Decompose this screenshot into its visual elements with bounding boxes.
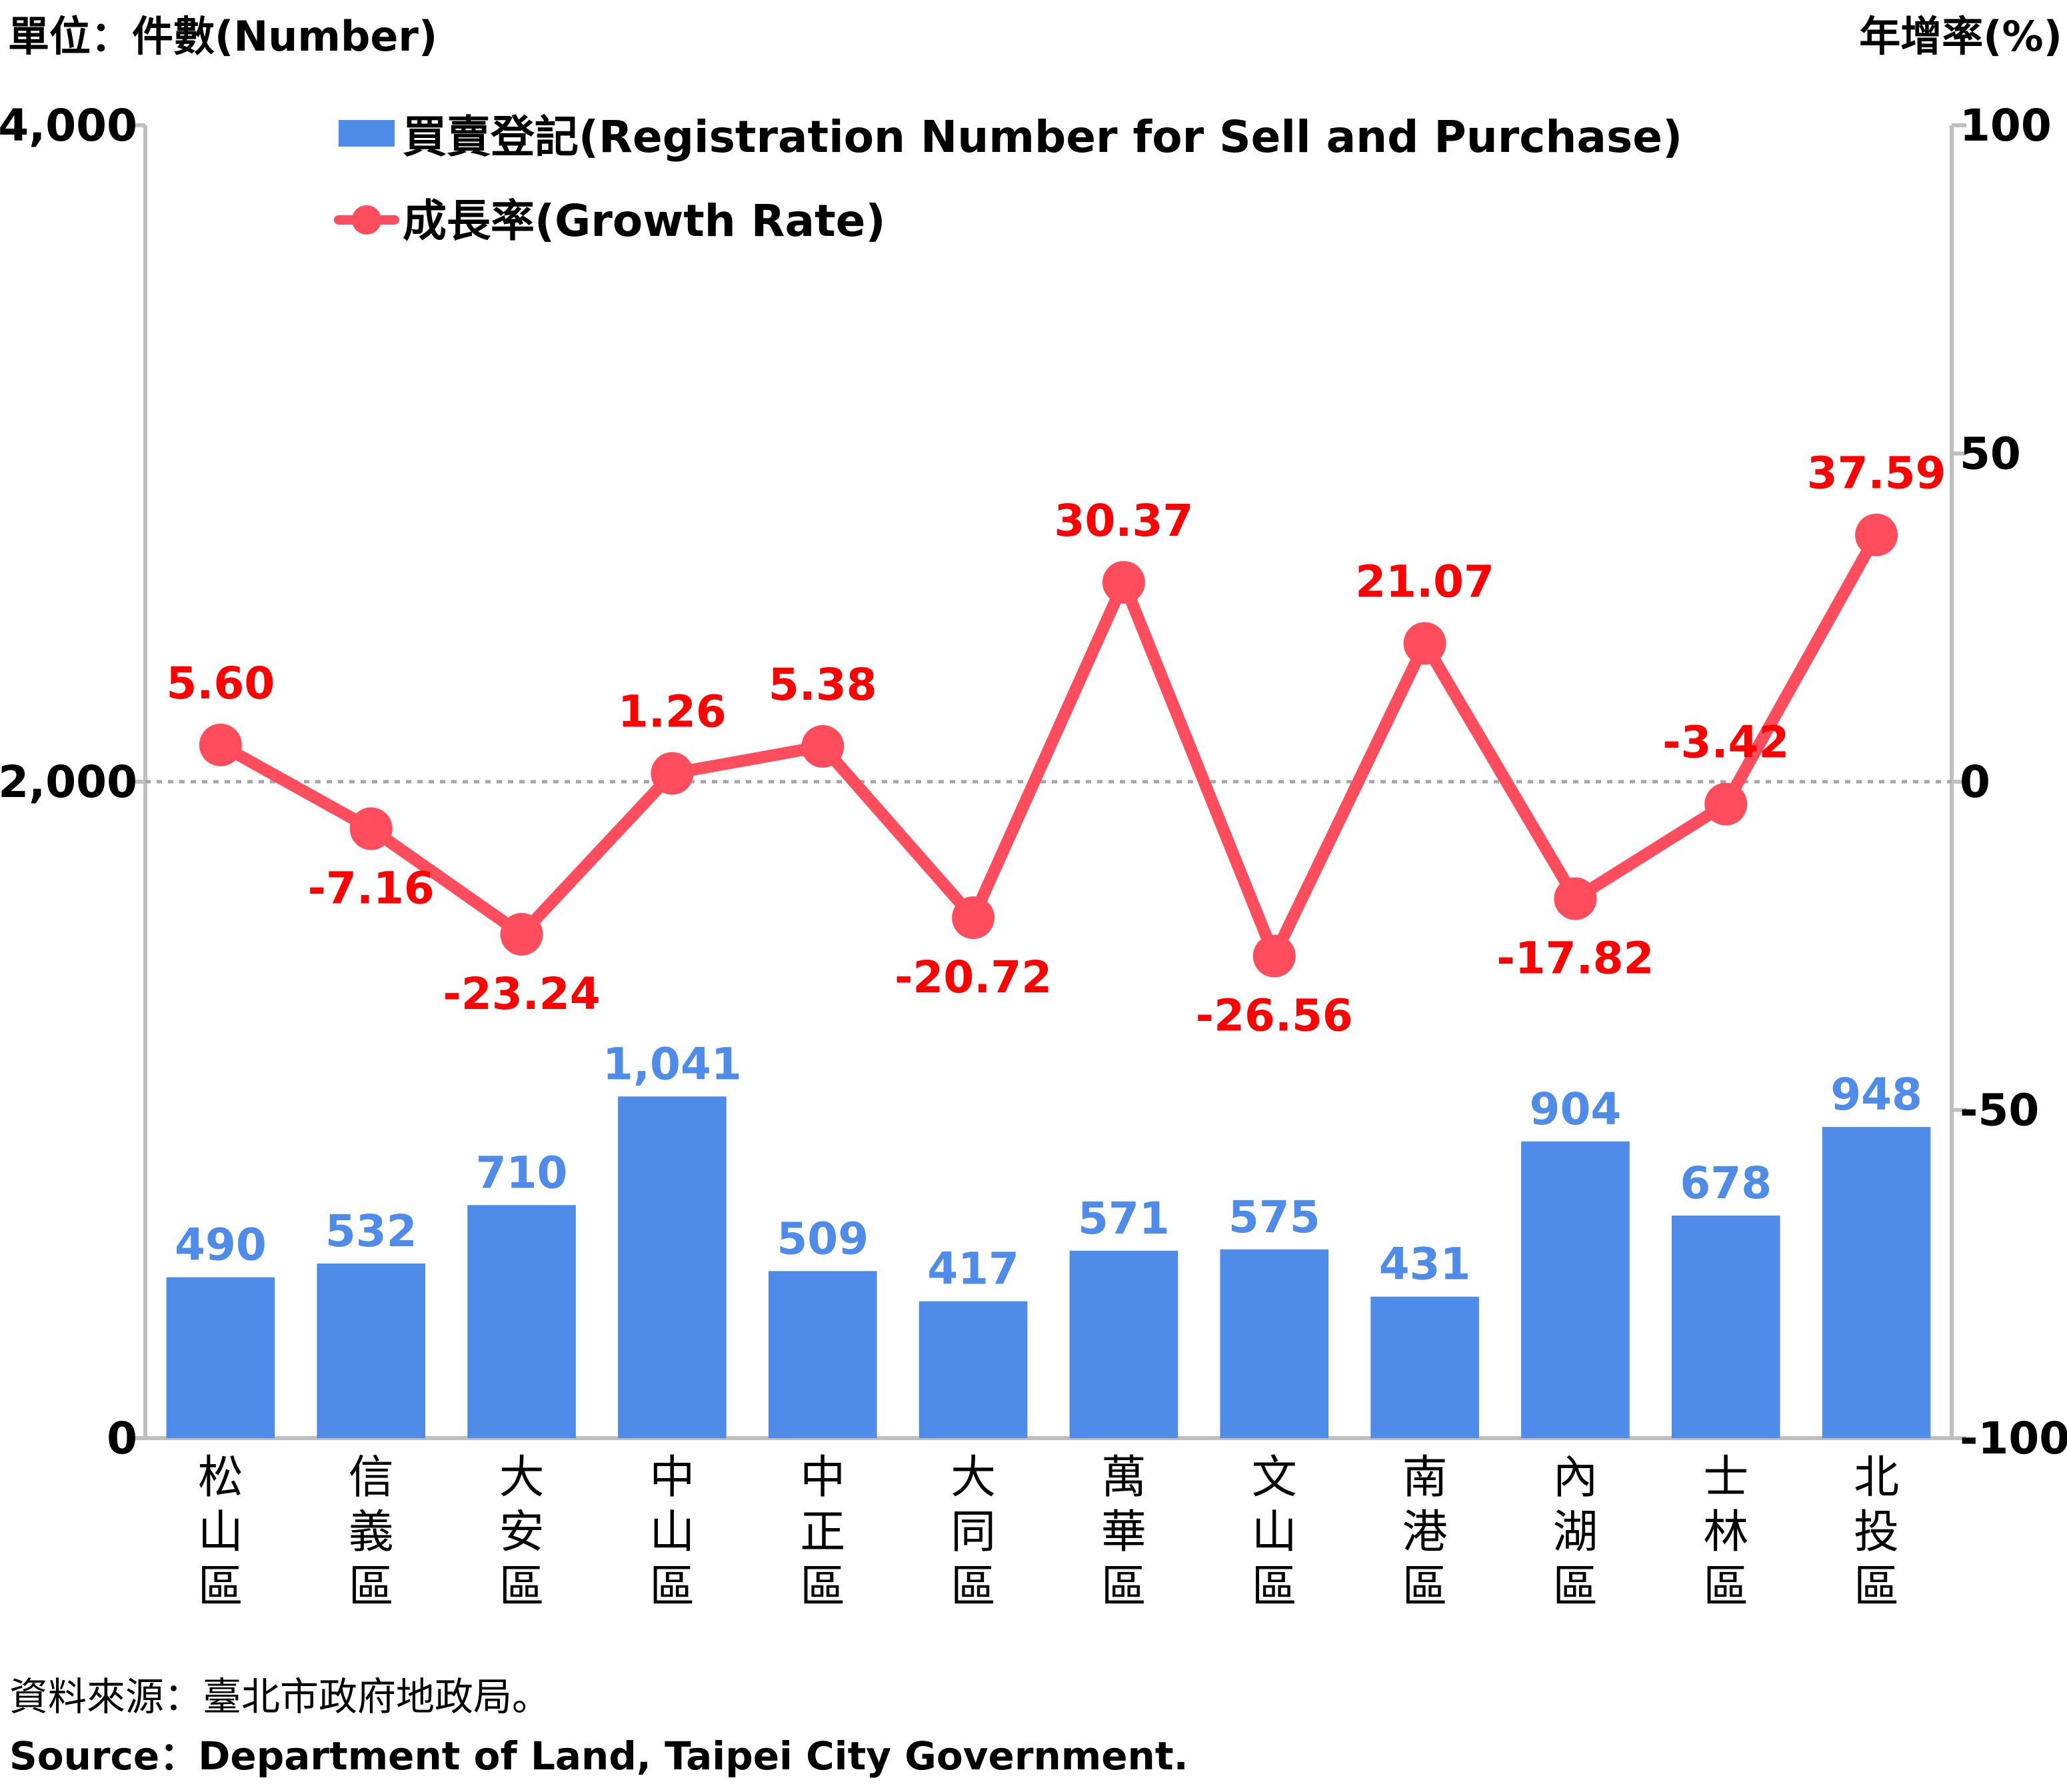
growth-rate-marker [500, 912, 543, 956]
growth-rate-data-label: -17.82 [1496, 933, 1654, 984]
line-series: 5.60 -7.16 -23.24 1.26 5.38 -20.72 30.37 -26.56… [166, 448, 1946, 1042]
category-labels: 松山區 信義區 大安區 中山區 中正區 大同區 萬華區 文山區 南港區 內湖區 士林區 北投區 [198, 1451, 1899, 1613]
growth-rate-data-label: -7.16 [308, 863, 435, 914]
bar-data-label: 678 [1680, 1158, 1772, 1209]
bar-data-label: 490 [175, 1220, 267, 1271]
growth-rate-marker [952, 896, 995, 940]
growth-rate-data-label: 1.26 [618, 686, 727, 738]
bar-data-label: 575 [1228, 1192, 1320, 1243]
growth-rate-data-label: -3.42 [1662, 717, 1789, 768]
bar [618, 1096, 727, 1438]
growth-rate-marker [1554, 877, 1597, 920]
category-label: 中山區 [649, 1451, 695, 1613]
bar [1069, 1250, 1178, 1438]
category-label: 萬華區 [1101, 1451, 1146, 1613]
right-tick-label: -50 [1960, 1085, 2039, 1136]
right-tick-label: 100 [1960, 100, 2052, 151]
category-label: 中正區 [800, 1451, 845, 1613]
growth-rate-data-label: 37.59 [1807, 448, 1946, 499]
bar-data-label: 1,041 [603, 1038, 742, 1090]
bar-data-label: 431 [1379, 1239, 1471, 1290]
growth-rate-data-label: -20.72 [895, 952, 1052, 1003]
growth-rate-marker [651, 752, 694, 795]
category-label: 信義區 [349, 1451, 394, 1613]
category-label: 文山區 [1252, 1451, 1297, 1613]
right-tick-label: 50 [1960, 429, 2021, 480]
bar [317, 1263, 426, 1438]
legend-bar-swatch [339, 120, 395, 147]
growth-rate-marker [1102, 560, 1145, 604]
category-label: 松山區 [198, 1451, 243, 1613]
growth-rate-marker [1704, 782, 1748, 826]
source-note-en: Source：Department of Land, Taipei City G… [9, 1733, 1188, 1779]
right-axis-ticks: -100 -50 0 50 100 [1952, 100, 2067, 1464]
legend-bar-label: 買賣登記(Registration Number for Sell and Pu… [403, 111, 1682, 163]
growth-rate-marker [1855, 513, 1898, 556]
growth-rate-data-label: 5.60 [166, 658, 275, 709]
category-label: 北投區 [1854, 1451, 1899, 1613]
left-axis-ticks: 0 2,000 4,000 [0, 100, 145, 1464]
growth-rate-data-label: 30.37 [1054, 495, 1194, 546]
growth-rate-data-label: 21.07 [1355, 556, 1494, 607]
left-tick-label: 4,000 [0, 100, 137, 151]
growth-rate-marker [1252, 934, 1296, 978]
category-label: 內湖區 [1552, 1451, 1598, 1613]
left-tick-label: 0 [107, 1413, 137, 1464]
legend-line-label: 成長率(Growth Rate) [403, 195, 886, 247]
right-tick-label: -100 [1960, 1413, 2067, 1464]
left-axis-title: 單位：件數(Number) [8, 12, 437, 61]
bar-series: 490 532 710 1,041 509 417 571 575 431 904 678 948 [166, 1038, 1931, 1438]
bar [1220, 1249, 1329, 1438]
growth-rate-marker [801, 725, 845, 768]
bar-data-label: 417 [927, 1244, 1019, 1295]
growth-rate-data-label: -26.56 [1196, 990, 1353, 1042]
source-note-zh: 資料來源：臺北市政府地政局。 [9, 1674, 551, 1719]
bar-data-label: 571 [1078, 1193, 1170, 1244]
growth-rate-line [214, 528, 1883, 962]
right-tick-label: 0 [1960, 756, 1990, 808]
bar-data-label: 710 [476, 1147, 568, 1198]
bar [467, 1205, 576, 1438]
legend: 買賣登記(Registration Number for Sell and Pu… [334, 111, 1682, 247]
bar-data-label: 948 [1830, 1069, 1922, 1120]
bar [1370, 1296, 1479, 1438]
bar [1671, 1216, 1780, 1438]
growth-rate-marker [1403, 622, 1446, 665]
bar [166, 1277, 275, 1438]
bar [919, 1301, 1028, 1438]
bar-data-label: 532 [325, 1206, 417, 1257]
legend-line-marker [352, 205, 381, 235]
growth-rate-data-label: -23.24 [443, 968, 601, 1020]
category-label: 大同區 [951, 1451, 996, 1613]
bar [1822, 1127, 1931, 1438]
bar [1521, 1141, 1630, 1438]
right-axis-title: 年增率(%) [1859, 12, 2062, 61]
left-tick-label: 2,000 [0, 756, 137, 808]
growth-rate-marker [349, 807, 393, 850]
category-label: 南港區 [1402, 1451, 1448, 1613]
bar-data-label: 509 [777, 1213, 869, 1264]
growth-rate-data-label: 5.38 [769, 659, 877, 710]
category-label: 大安區 [499, 1451, 545, 1613]
category-label: 士林區 [1703, 1451, 1748, 1613]
bar [768, 1271, 877, 1438]
bar-data-label: 904 [1530, 1084, 1622, 1135]
growth-rate-marker [199, 723, 242, 766]
